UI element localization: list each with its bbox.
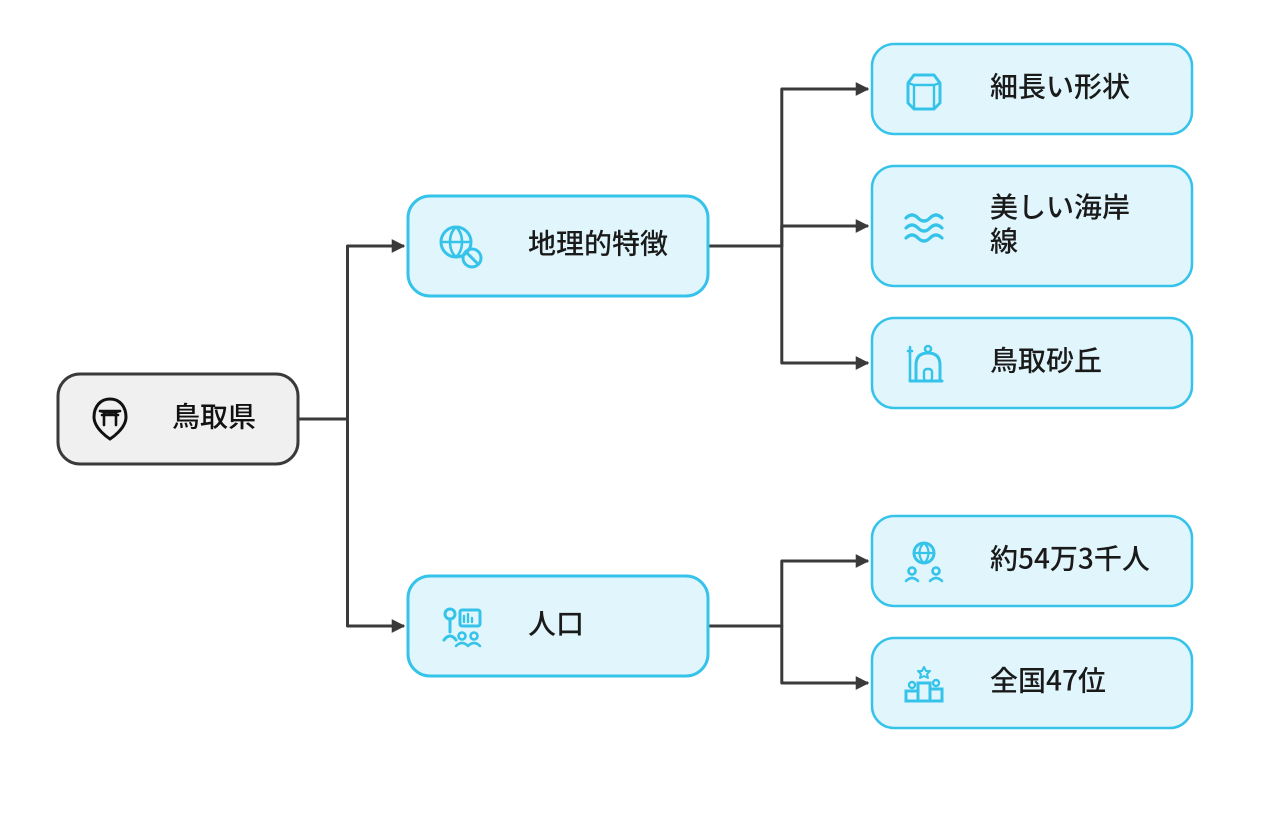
node-shape: 細長い形状 bbox=[872, 44, 1192, 134]
edge-pop-rank bbox=[708, 626, 868, 683]
node-dunes-label: 鳥取砂丘 bbox=[990, 340, 1102, 380]
node-count: 約54万3千人 bbox=[872, 516, 1192, 606]
edge-geo-coast bbox=[708, 226, 868, 246]
node-geo: 地理的特徴 bbox=[408, 196, 708, 296]
node-count-label: 約54万3千人 bbox=[990, 538, 1150, 578]
nodes: 鳥取県 地理的特徴人口 細長い形状美しい海岸線鳥取砂丘約54万3千人全国47位 bbox=[58, 44, 1192, 728]
node-pop-label: 人口 bbox=[528, 603, 584, 643]
node-geo-label: 地理的特徴 bbox=[528, 223, 668, 263]
node-coast: 美しい海岸線 bbox=[872, 166, 1192, 286]
node-dunes: 鳥取砂丘 bbox=[872, 318, 1192, 408]
node-root-label: 鳥取県 bbox=[172, 396, 256, 436]
node-rank: 全国47位 bbox=[872, 638, 1192, 728]
node-pop: 人口 bbox=[408, 576, 708, 676]
edge-root-geo bbox=[298, 246, 404, 419]
mindmap-diagram: 鳥取県 地理的特徴人口 細長い形状美しい海岸線鳥取砂丘約54万3千人全国47位 bbox=[0, 0, 1280, 816]
edge-geo-shape bbox=[708, 89, 868, 246]
edge-pop-count bbox=[708, 561, 868, 626]
node-root: 鳥取県 bbox=[58, 374, 298, 464]
edge-geo-dunes bbox=[708, 246, 868, 363]
node-rank-label: 全国47位 bbox=[990, 660, 1106, 700]
node-shape-label: 細長い形状 bbox=[990, 66, 1130, 106]
edge-root-pop bbox=[298, 419, 404, 626]
